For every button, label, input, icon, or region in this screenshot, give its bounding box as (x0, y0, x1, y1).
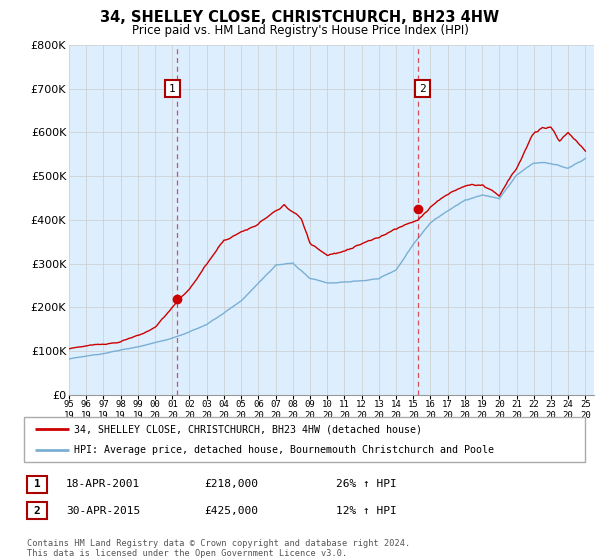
Text: Price paid vs. HM Land Registry's House Price Index (HPI): Price paid vs. HM Land Registry's House … (131, 24, 469, 36)
Text: 1: 1 (34, 479, 40, 489)
Text: HPI: Average price, detached house, Bournemouth Christchurch and Poole: HPI: Average price, detached house, Bour… (74, 445, 494, 455)
Text: 12% ↑ HPI: 12% ↑ HPI (336, 506, 397, 516)
Text: 34, SHELLEY CLOSE, CHRISTCHURCH, BH23 4HW: 34, SHELLEY CLOSE, CHRISTCHURCH, BH23 4H… (100, 10, 500, 25)
Text: 34, SHELLEY CLOSE, CHRISTCHURCH, BH23 4HW (detached house): 34, SHELLEY CLOSE, CHRISTCHURCH, BH23 4H… (74, 424, 422, 435)
Text: 18-APR-2001: 18-APR-2001 (66, 479, 140, 489)
FancyBboxPatch shape (24, 417, 585, 462)
Text: £425,000: £425,000 (204, 506, 258, 516)
Text: 2: 2 (419, 83, 426, 94)
Text: £218,000: £218,000 (204, 479, 258, 489)
Text: 26% ↑ HPI: 26% ↑ HPI (336, 479, 397, 489)
Text: Contains HM Land Registry data © Crown copyright and database right 2024.
This d: Contains HM Land Registry data © Crown c… (27, 539, 410, 558)
Text: 30-APR-2015: 30-APR-2015 (66, 506, 140, 516)
Text: 2: 2 (34, 506, 40, 516)
Text: 1: 1 (169, 83, 176, 94)
